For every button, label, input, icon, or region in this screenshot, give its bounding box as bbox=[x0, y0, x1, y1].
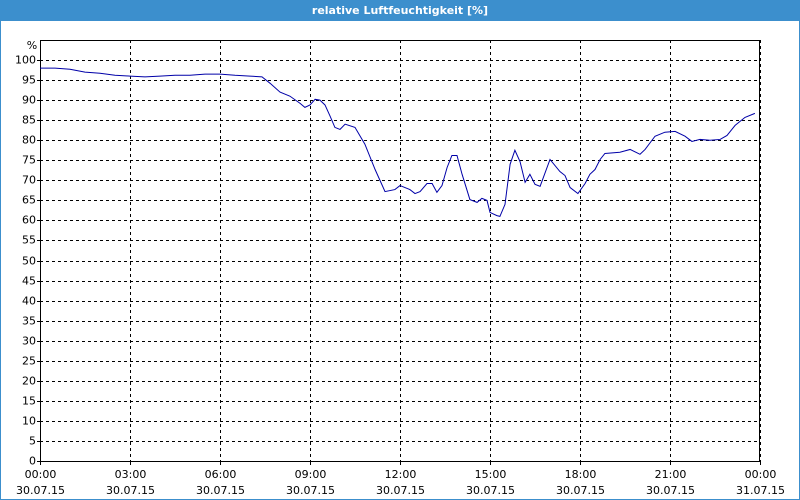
x-tick-date: 30.07.15 bbox=[196, 484, 245, 497]
y-tick-label: 35 bbox=[22, 315, 36, 328]
y-tick-label: 40 bbox=[22, 295, 36, 308]
x-tick-date: 30.07.15 bbox=[106, 484, 155, 497]
x-tick-label: 15:00 bbox=[475, 468, 507, 481]
y-tick-label: 0 bbox=[29, 455, 36, 468]
x-tick-date: 31.07.15 bbox=[736, 484, 785, 497]
y-tick-label: 60 bbox=[22, 214, 36, 227]
y-tick-label: 55 bbox=[22, 234, 36, 247]
x-tick-date: 30.07.15 bbox=[376, 484, 425, 497]
x-tick-label: 12:00 bbox=[385, 468, 417, 481]
title-bar bbox=[0, 0, 800, 21]
y-tick-label: 75 bbox=[22, 154, 36, 167]
x-tick-label: 06:00 bbox=[205, 468, 237, 481]
x-tick-date: 30.07.15 bbox=[16, 484, 65, 497]
x-tick-date: 30.07.15 bbox=[646, 484, 695, 497]
x-tick-label: 18:00 bbox=[565, 468, 597, 481]
x-tick-label: 09:00 bbox=[295, 468, 327, 481]
y-axis-label: % bbox=[27, 39, 37, 52]
y-tick-label: 5 bbox=[29, 435, 36, 448]
y-tick-label: 20 bbox=[22, 375, 36, 388]
y-tick-label: 85 bbox=[22, 114, 36, 127]
y-tick-label: 50 bbox=[22, 255, 36, 268]
y-tick-label: 25 bbox=[22, 355, 36, 368]
y-tick-label: 45 bbox=[22, 275, 36, 288]
y-tick-label: 80 bbox=[22, 134, 36, 147]
y-tick-label: 95 bbox=[22, 74, 36, 87]
y-tick-label: 65 bbox=[22, 194, 36, 207]
chart-title: relative Luftfeuchtigkeit [%] bbox=[312, 4, 488, 17]
y-tick-label: 10 bbox=[22, 415, 36, 428]
x-tick-label: 21:00 bbox=[655, 468, 687, 481]
y-tick-label: 70 bbox=[22, 174, 36, 187]
x-tick-label: 00:00 bbox=[745, 468, 777, 481]
y-tick-label: 100 bbox=[15, 54, 36, 67]
x-tick-date: 30.07.15 bbox=[466, 484, 515, 497]
y-tick-label: 15 bbox=[22, 395, 36, 408]
y-tick-label: 90 bbox=[22, 94, 36, 107]
x-tick-date: 30.07.15 bbox=[286, 484, 335, 497]
plot-border bbox=[40, 40, 760, 462]
x-tick-date: 30.07.15 bbox=[556, 484, 605, 497]
data-line bbox=[40, 67, 756, 218]
x-tick-label: 03:00 bbox=[115, 468, 147, 481]
y-tick-label: 30 bbox=[22, 335, 36, 348]
x-tick-label: 00:00 bbox=[25, 468, 57, 481]
